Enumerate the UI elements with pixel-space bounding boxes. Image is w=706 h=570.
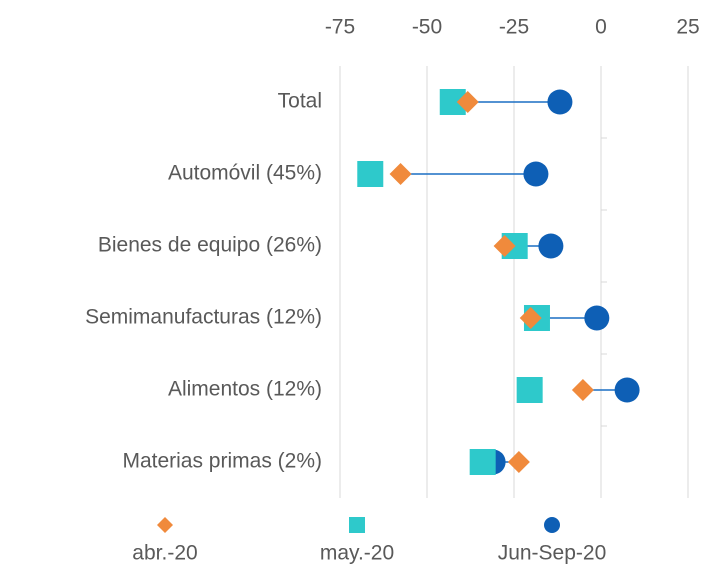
circle-marker (614, 377, 640, 403)
diamond-marker (456, 91, 479, 113)
circle-marker (538, 233, 564, 259)
category-label: Semimanufacturas (12%) (85, 306, 322, 329)
x-tick-label: -50 (412, 16, 442, 39)
diamond-marker (507, 451, 530, 473)
x-tick-label: 0 (595, 16, 607, 39)
legend-label: may.-20 (320, 542, 394, 565)
category-label: Bienes de equipo (26%) (98, 234, 322, 257)
square-marker (469, 449, 496, 475)
square-marker (516, 377, 543, 403)
x-tick-label: -75 (325, 16, 355, 39)
circle-marker (584, 305, 610, 331)
diamond-marker (493, 235, 516, 257)
diamond-marker (571, 379, 594, 401)
square-marker (349, 517, 365, 533)
category-label: Automóvil (45%) (168, 162, 322, 185)
circle-marker (547, 89, 573, 115)
circle-marker (523, 161, 549, 187)
x-tick-label: 25 (676, 16, 699, 39)
square-marker (357, 161, 384, 187)
category-label: Materias primas (2%) (122, 450, 322, 473)
category-label: Total (278, 90, 322, 113)
diamond-marker (157, 517, 173, 533)
category-label: Alimentos (12%) (168, 378, 322, 401)
diamond-marker (389, 163, 412, 185)
legend-label: abr.-20 (132, 542, 197, 565)
x-tick-label: -25 (499, 16, 529, 39)
circle-marker (544, 517, 560, 533)
legend-label: Jun-Sep-20 (498, 542, 607, 565)
diamond-marker (519, 307, 542, 329)
